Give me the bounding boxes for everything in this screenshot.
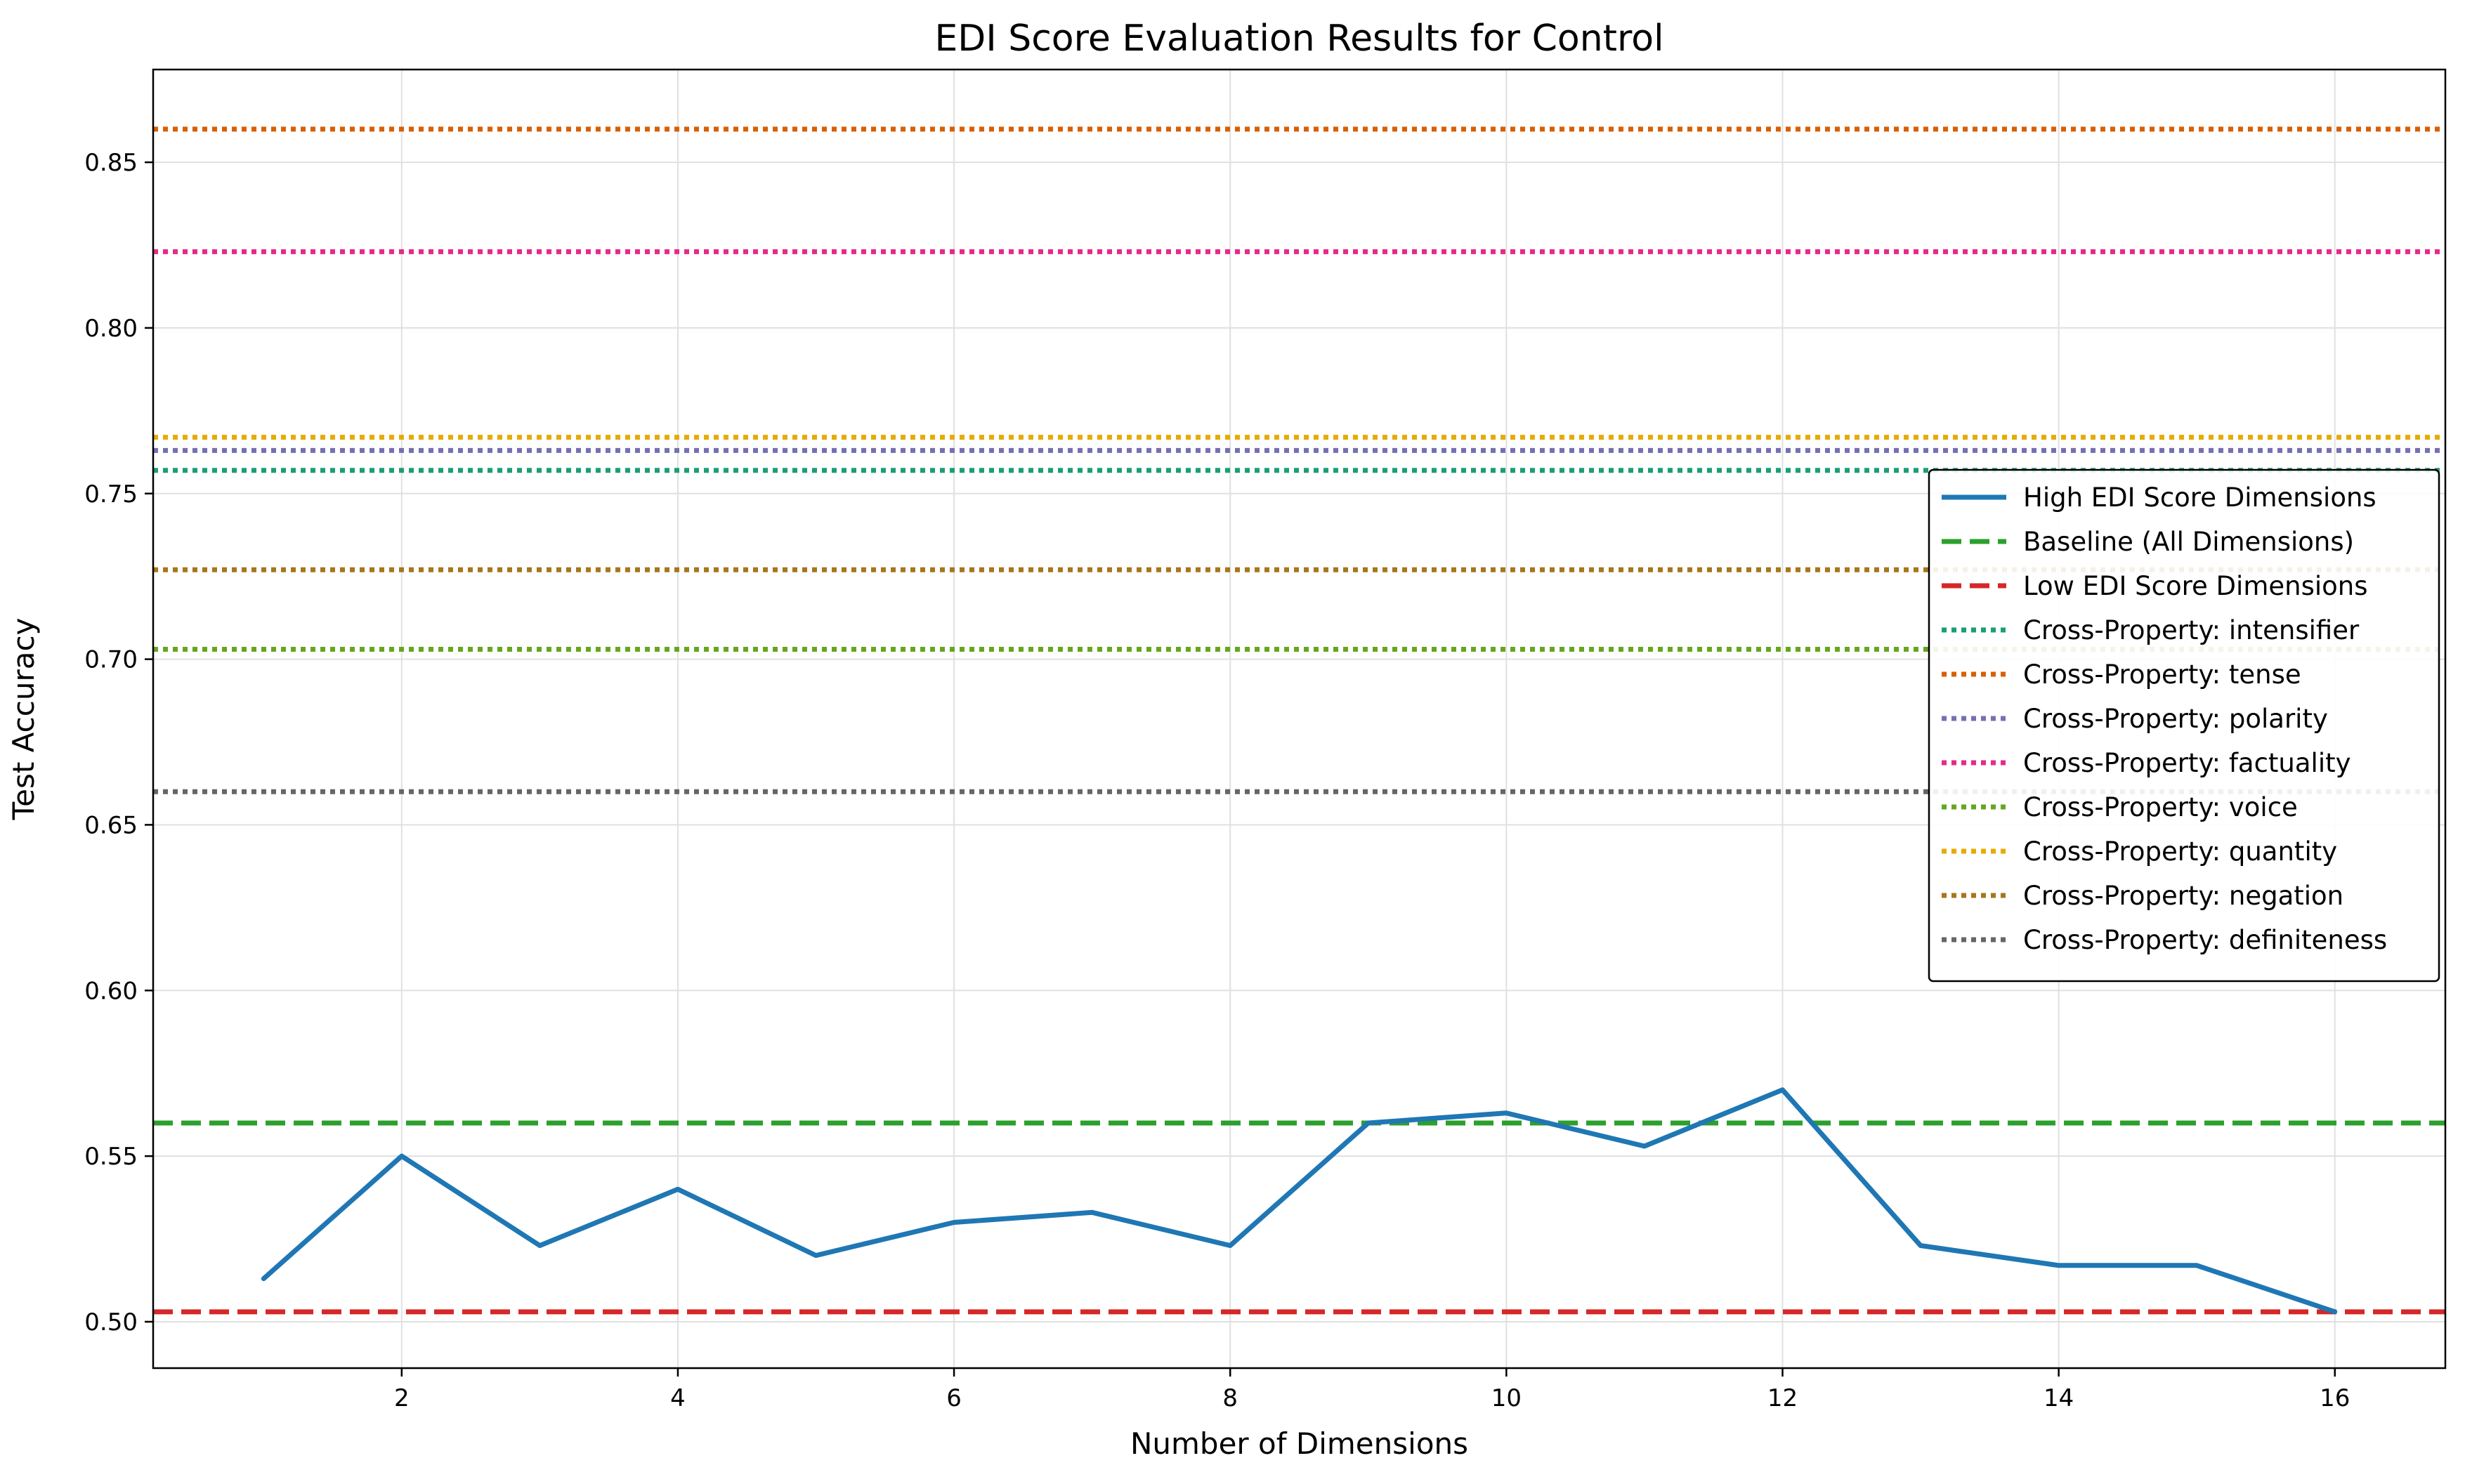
y-tick-label: 0.70 xyxy=(84,646,138,674)
legend-label: Cross-Property: intensifier xyxy=(2023,615,2360,645)
x-tick-label: 12 xyxy=(1767,1384,1798,1412)
x-tick-label: 10 xyxy=(1491,1384,1522,1412)
legend-label: Cross-Property: polarity xyxy=(2023,704,2328,734)
y-tick-label: 0.65 xyxy=(84,811,138,839)
legend-label: Cross-Property: tense xyxy=(2023,659,2301,690)
legend-label: Cross-Property: voice xyxy=(2023,792,2298,822)
y-tick-label: 0.50 xyxy=(84,1308,138,1337)
y-axis-label: Test Accuracy xyxy=(6,618,41,821)
axis-ticks: 2 4 6 8 10 12 14 16 0.50 0.55 0.60 0.65 0.70 0.75 0.80… xyxy=(84,149,2350,1412)
legend-label: Cross-Property: factuality xyxy=(2023,748,2351,778)
x-tick-label: 14 xyxy=(2044,1384,2074,1412)
legend-label: Cross-Property: definiteness xyxy=(2023,925,2387,955)
legend-label: Baseline (All Dimensions) xyxy=(2023,527,2354,557)
legend-label: High EDI Score Dimensions xyxy=(2023,482,2376,513)
y-tick-label: 0.80 xyxy=(84,315,138,343)
legend-label: Low EDI Score Dimensions xyxy=(2023,571,2368,601)
legend: High EDI Score Dimensions Baseline (All D… xyxy=(1928,468,2440,983)
y-tick-label: 0.75 xyxy=(84,480,138,508)
x-tick-label: 4 xyxy=(670,1384,686,1412)
x-tick-label: 2 xyxy=(394,1384,410,1412)
series-high-edi-score-dimensions xyxy=(261,1087,2338,1315)
x-tick-label: 8 xyxy=(1222,1384,1238,1412)
y-tick-label: 0.55 xyxy=(84,1143,138,1171)
legend-label: Cross-Property: quantity xyxy=(2023,836,2337,867)
plot-frame xyxy=(152,68,2447,1370)
y-tick-label: 0.85 xyxy=(84,149,138,177)
chart-title: EDI Score Evaluation Results for Control xyxy=(934,18,1663,60)
legend-label: Cross-Property: negation xyxy=(2023,881,2343,911)
x-tick-label: 6 xyxy=(946,1384,962,1412)
x-axis-label: Number of Dimensions xyxy=(1130,1426,1468,1461)
grid xyxy=(153,70,2445,1368)
y-tick-label: 0.60 xyxy=(84,977,138,1005)
x-tick-label: 16 xyxy=(2320,1384,2350,1412)
legend-box xyxy=(1928,468,2440,983)
